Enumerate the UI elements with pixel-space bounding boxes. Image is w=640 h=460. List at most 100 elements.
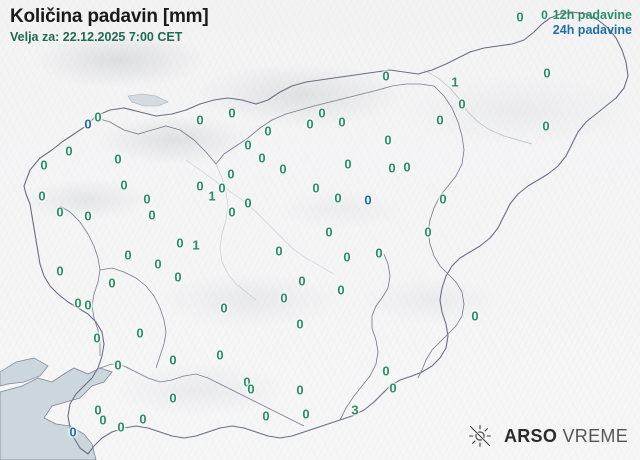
station-value: 0 <box>280 290 288 306</box>
station-value: 0 <box>154 256 162 272</box>
station-value: 0 <box>56 263 64 279</box>
station-value: 0 <box>108 275 116 291</box>
station-value: 0 <box>389 380 397 396</box>
station-value: 0 <box>56 204 64 220</box>
internal-boundary-central <box>215 163 257 301</box>
station-value: 0 <box>99 412 107 428</box>
station-value: 0 <box>40 157 48 173</box>
station-value: 0 <box>344 156 352 172</box>
internal-boundary-southeast <box>339 253 391 421</box>
station-value: 0 <box>94 402 102 418</box>
station-value: 0 <box>403 159 411 175</box>
station-value: 0 <box>325 224 333 240</box>
station-value: 0 <box>114 151 122 167</box>
station-value: 0 <box>306 116 314 132</box>
station-value: 0 <box>227 166 235 182</box>
station-value: 0 <box>38 188 46 204</box>
station-value: 0 <box>279 161 287 177</box>
station-value: 0 <box>69 424 77 440</box>
station-value: 0 <box>148 207 156 223</box>
station-value: 0 <box>338 114 346 130</box>
internal-boundary-west <box>59 205 101 356</box>
station-value: 0 <box>117 419 125 435</box>
station-value: 0 <box>143 191 151 207</box>
station-value: 0 <box>384 132 392 148</box>
adriatic-sea-extra <box>0 357 49 387</box>
station-value: 0 <box>334 190 342 206</box>
station-value: 0 <box>84 116 92 132</box>
station-value: 0 <box>220 300 228 316</box>
station-value: 0 <box>382 363 390 379</box>
station-value: 1 <box>451 74 459 90</box>
station-value: 0 <box>543 65 551 81</box>
station-value: 0 <box>247 381 255 397</box>
legend-label-24h: 24h padavine <box>552 23 632 37</box>
station-value: 0 <box>296 382 304 398</box>
station-value: 0 <box>542 118 550 134</box>
internal-boundary-east <box>417 85 465 379</box>
station-value: 0 <box>302 406 310 422</box>
station-value: 0 <box>388 160 396 176</box>
station-value: 0 <box>114 357 122 373</box>
sun-weather-icon <box>469 425 491 447</box>
station-value: 0 <box>458 96 466 112</box>
station-value: 0 <box>343 249 351 265</box>
station-value: 0 <box>136 325 144 341</box>
station-value: 0 <box>424 224 432 240</box>
slovenia-national-border <box>23 11 629 455</box>
station-value: 0 <box>196 112 204 128</box>
station-value: 0 <box>94 109 102 125</box>
station-value: 0 <box>337 282 345 298</box>
internal-boundary-north <box>95 83 435 165</box>
legend-item-24h: 0 24h padavine <box>541 23 632 38</box>
station-value: 0 <box>296 316 304 332</box>
station-value: 0 <box>364 192 372 208</box>
station-value: 0 <box>262 408 270 424</box>
logo-arso-word: ARSO <box>503 425 558 446</box>
logo-vreme-word: VREME <box>562 425 628 446</box>
legend-swatch-12h-icon: 0 <box>541 8 548 22</box>
station-value: 0 <box>216 347 224 363</box>
internal-boundary-southwest <box>99 363 305 427</box>
station-value: 0 <box>318 105 326 121</box>
station-value: 0 <box>439 191 447 207</box>
station-value: 0 <box>84 297 92 313</box>
station-value: 0 <box>218 180 226 196</box>
page-title: Količina padavin [mm] <box>10 6 209 27</box>
lake-bohinj <box>127 93 169 107</box>
adriatic-sea-polygon <box>0 367 113 460</box>
station-value: 0 <box>120 177 128 193</box>
station-value: 1 <box>192 237 200 253</box>
logo-text: ARSO VREME <box>504 426 628 447</box>
station-value: 0 <box>243 374 251 390</box>
internal-boundary-coast-hinterland <box>99 267 167 369</box>
station-value: 0 <box>65 143 73 159</box>
station-value: 1 <box>208 188 216 204</box>
arso-vreme-logo: ARSO VREME <box>468 424 628 448</box>
station-value: 0 <box>375 245 383 261</box>
header-block: Količina padavin [mm] Velja za: 22.12.20… <box>10 6 209 45</box>
station-value: 0 <box>264 123 272 139</box>
river-drava <box>423 69 533 145</box>
station-value: 0 <box>382 68 390 84</box>
station-value: 0 <box>176 235 184 251</box>
station-value: 0 <box>228 105 236 121</box>
station-value: 3 <box>351 402 359 418</box>
legend: 0 12h padavine 0 24h padavine <box>541 8 632 38</box>
station-value: 0 <box>196 178 204 194</box>
station-value: 0 <box>169 352 177 368</box>
station-value: 0 <box>298 273 306 289</box>
station-value: 0 <box>275 243 283 259</box>
valid-time-subtitle: Velja za: 22.12.2025 7:00 CET <box>10 30 183 44</box>
station-value: 0 <box>436 112 444 128</box>
legend-item-12h: 0 12h padavine <box>541 8 632 23</box>
station-value: 0 <box>174 269 182 285</box>
station-value: 0 <box>471 308 479 324</box>
station-value: 0 <box>516 9 524 25</box>
station-value: 0 <box>169 390 177 406</box>
legend-label-12h: 12h padavine <box>552 8 632 22</box>
station-value: 0 <box>228 204 236 220</box>
